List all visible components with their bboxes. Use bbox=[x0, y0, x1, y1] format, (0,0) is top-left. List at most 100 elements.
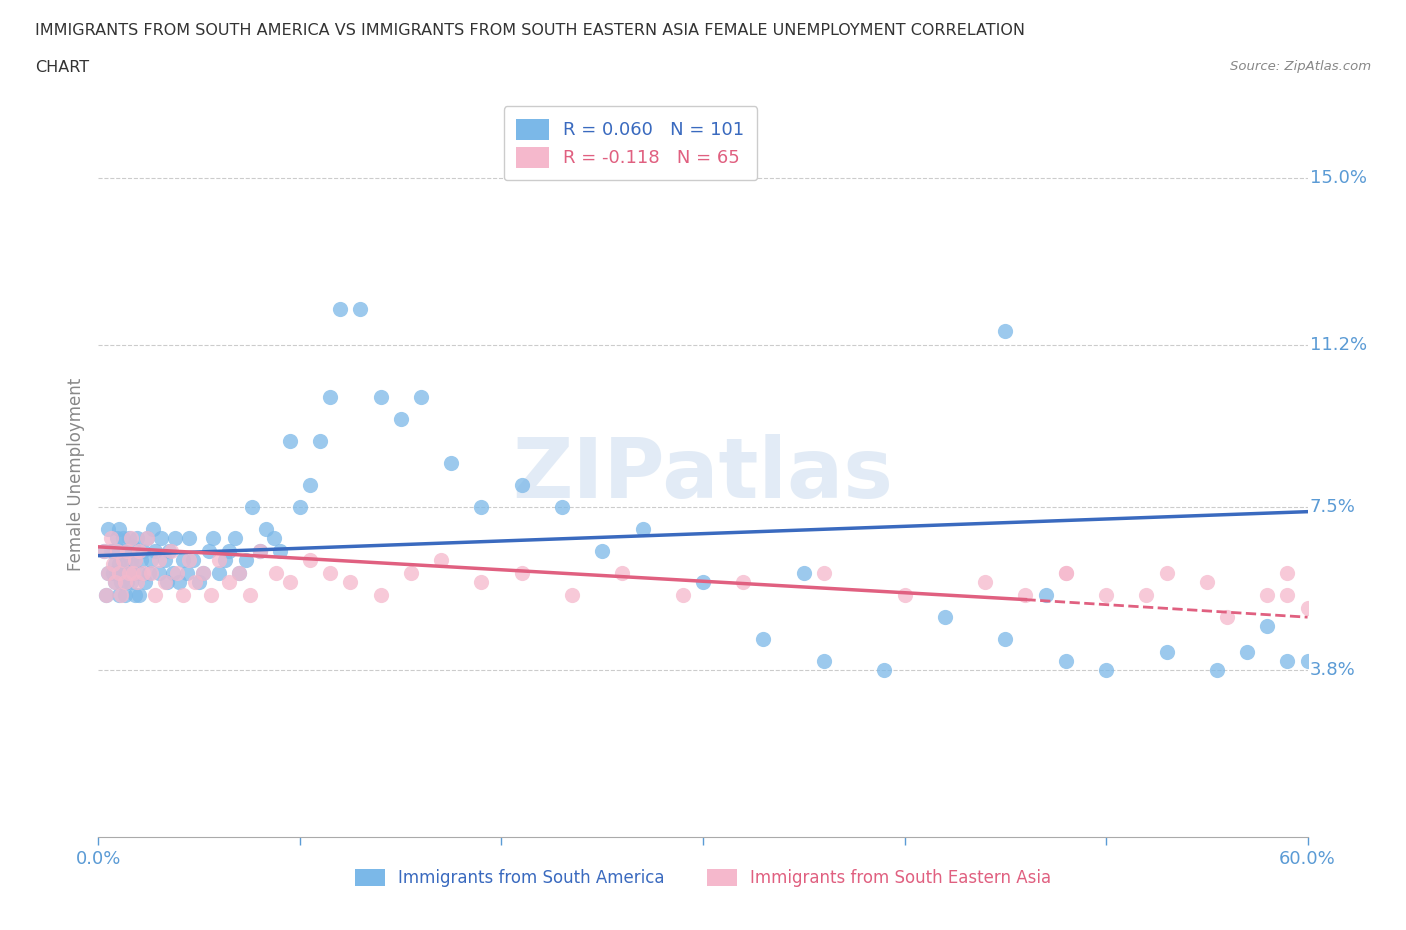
Text: 3.8%: 3.8% bbox=[1310, 661, 1355, 679]
Point bbox=[249, 544, 271, 559]
Point bbox=[1206, 662, 1229, 677]
Point bbox=[389, 412, 412, 427]
Point bbox=[470, 575, 492, 590]
Point bbox=[672, 588, 695, 603]
Point bbox=[118, 565, 141, 580]
Point bbox=[111, 531, 134, 546]
Point bbox=[319, 565, 342, 580]
Point bbox=[107, 565, 129, 580]
Point bbox=[510, 478, 533, 493]
Point bbox=[114, 575, 136, 590]
Point bbox=[162, 565, 184, 580]
Point bbox=[733, 575, 755, 590]
Point bbox=[124, 588, 146, 603]
Point bbox=[111, 552, 134, 567]
Point bbox=[120, 552, 142, 567]
Text: Source: ZipAtlas.com: Source: ZipAtlas.com bbox=[1230, 60, 1371, 73]
Point bbox=[224, 531, 246, 546]
Point bbox=[264, 565, 287, 580]
Y-axis label: Female Unemployment: Female Unemployment bbox=[66, 378, 84, 571]
Point bbox=[153, 552, 176, 567]
Point bbox=[1216, 610, 1239, 625]
Point bbox=[631, 522, 654, 537]
Point bbox=[163, 531, 186, 546]
Text: IMMIGRANTS FROM SOUTH AMERICA VS IMMIGRANTS FROM SOUTH EASTERN ASIA FEMALE UNEMP: IMMIGRANTS FROM SOUTH AMERICA VS IMMIGRA… bbox=[35, 23, 1025, 38]
Point bbox=[121, 539, 143, 554]
Text: ZIPatlas: ZIPatlas bbox=[513, 433, 893, 515]
Point bbox=[994, 631, 1017, 646]
Point bbox=[278, 575, 301, 590]
Point bbox=[115, 544, 138, 559]
Point bbox=[143, 544, 166, 559]
Point bbox=[103, 575, 125, 590]
Point bbox=[153, 575, 176, 590]
Point bbox=[110, 575, 132, 590]
Point bbox=[208, 552, 231, 567]
Point bbox=[470, 499, 492, 514]
Point bbox=[329, 302, 352, 317]
Point bbox=[612, 565, 634, 580]
Point bbox=[105, 544, 128, 559]
Point bbox=[132, 565, 155, 580]
Point bbox=[278, 434, 301, 449]
Point bbox=[142, 522, 165, 537]
Point bbox=[1256, 618, 1278, 633]
Point bbox=[793, 565, 815, 580]
Text: 7.5%: 7.5% bbox=[1310, 498, 1355, 516]
Point bbox=[135, 531, 157, 546]
Point bbox=[339, 575, 361, 590]
Point bbox=[128, 588, 150, 603]
Point bbox=[100, 531, 122, 546]
Point bbox=[114, 588, 136, 603]
Point bbox=[96, 588, 118, 603]
Point bbox=[172, 552, 194, 567]
Point bbox=[118, 565, 141, 580]
Point bbox=[107, 522, 129, 537]
Point bbox=[156, 575, 179, 590]
Point bbox=[1095, 662, 1118, 677]
Point bbox=[125, 575, 148, 590]
Point bbox=[1277, 565, 1299, 580]
Point bbox=[934, 610, 956, 625]
Point bbox=[370, 390, 392, 405]
Point bbox=[218, 544, 240, 559]
Point bbox=[893, 588, 915, 603]
Point bbox=[193, 565, 215, 580]
Point bbox=[103, 575, 125, 590]
Point bbox=[218, 575, 240, 590]
Point bbox=[110, 544, 132, 559]
Point bbox=[166, 565, 188, 580]
Point bbox=[121, 565, 143, 580]
Point bbox=[135, 531, 157, 546]
Point bbox=[179, 552, 201, 567]
Point bbox=[254, 522, 277, 537]
Point bbox=[101, 565, 124, 580]
Point bbox=[114, 552, 136, 567]
Text: 15.0%: 15.0% bbox=[1310, 168, 1367, 187]
Point bbox=[214, 552, 236, 567]
Point bbox=[1156, 644, 1178, 659]
Point bbox=[105, 565, 128, 580]
Point bbox=[430, 552, 453, 567]
Point bbox=[172, 588, 194, 603]
Point bbox=[128, 544, 150, 559]
Point bbox=[1277, 654, 1299, 669]
Point bbox=[118, 531, 141, 546]
Point bbox=[399, 565, 422, 580]
Point bbox=[97, 565, 120, 580]
Point bbox=[121, 565, 143, 580]
Point bbox=[138, 565, 160, 580]
Point bbox=[249, 544, 271, 559]
Point bbox=[510, 565, 533, 580]
Point bbox=[188, 575, 211, 590]
Point bbox=[120, 575, 142, 590]
Point bbox=[319, 390, 342, 405]
Point bbox=[160, 544, 183, 559]
Point bbox=[873, 662, 896, 677]
Point bbox=[288, 499, 311, 514]
Point bbox=[561, 588, 583, 603]
Point bbox=[1095, 588, 1118, 603]
Point bbox=[143, 588, 166, 603]
Point bbox=[208, 565, 231, 580]
Point bbox=[235, 552, 257, 567]
